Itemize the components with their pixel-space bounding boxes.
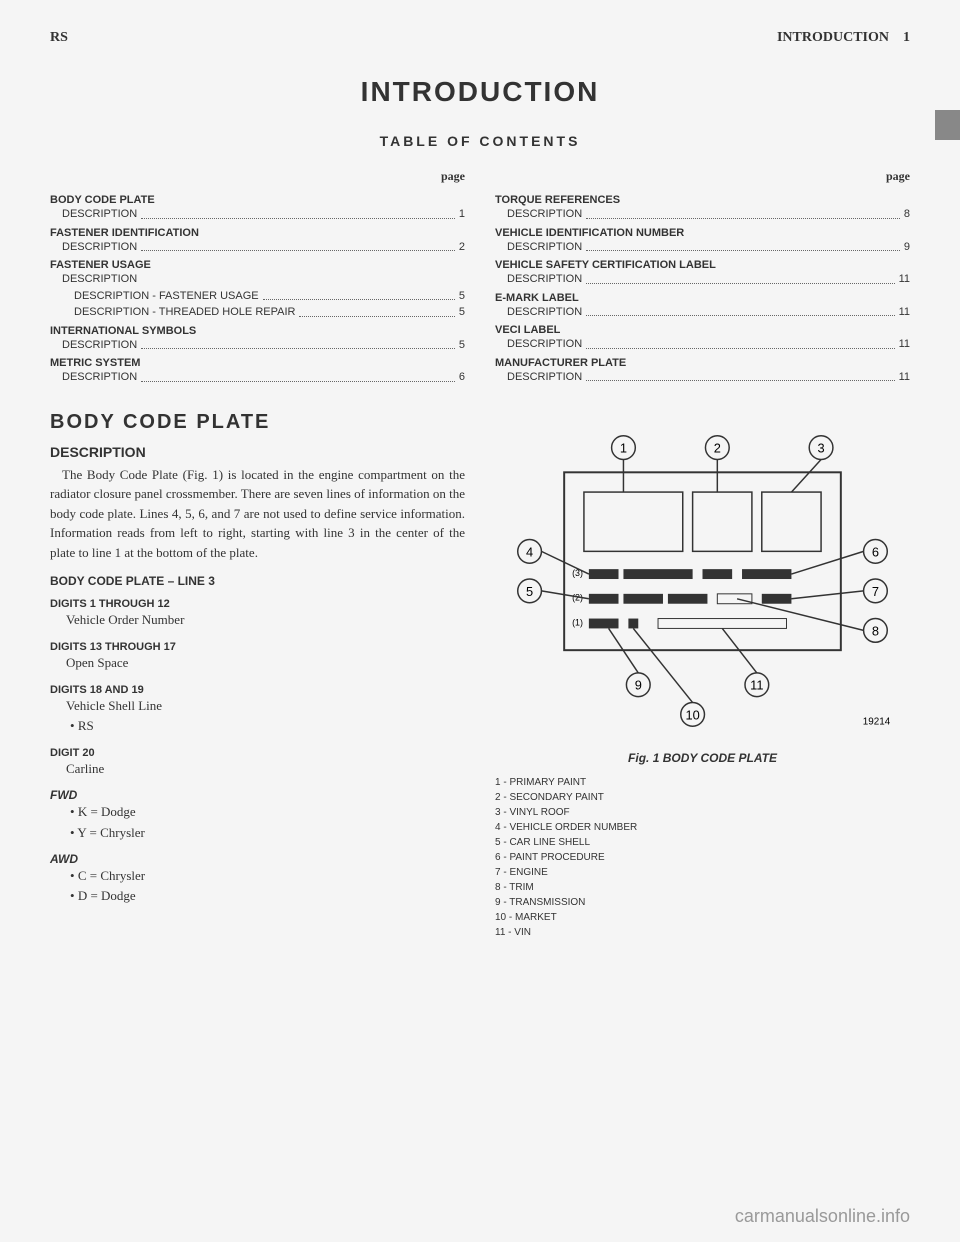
toc-section: E-MARK LABEL bbox=[495, 292, 910, 304]
toc-item: DESCRIPTION11 bbox=[495, 271, 910, 288]
legend-item: 11 - VIN bbox=[495, 925, 910, 940]
toc-item: DESCRIPTION9 bbox=[495, 239, 910, 256]
page-label-right: page bbox=[495, 169, 910, 184]
toc-section: VEHICLE IDENTIFICATION NUMBER bbox=[495, 227, 910, 239]
svg-text:4: 4 bbox=[526, 544, 533, 559]
toc-section: FASTENER IDENTIFICATION bbox=[50, 227, 465, 239]
diagram-id: 19214 bbox=[863, 716, 891, 727]
fwd-heading: FWD bbox=[50, 788, 465, 802]
thumb-tab bbox=[935, 110, 960, 140]
toc-item: DESCRIPTION bbox=[50, 271, 465, 288]
figure-container: (3) (2) (1) 1 2 bbox=[495, 421, 910, 940]
digit-value: Vehicle Shell Line bbox=[50, 696, 465, 717]
bullet-item: RS bbox=[50, 716, 465, 737]
toc-section: METRIC SYSTEM bbox=[50, 357, 465, 369]
svg-text:10: 10 bbox=[685, 707, 699, 722]
toc-title: TABLE OF CONTENTS bbox=[50, 133, 910, 149]
header-right: INTRODUCTION 1 bbox=[777, 30, 910, 46]
legend-item: 1 - PRIMARY PAINT bbox=[495, 775, 910, 790]
svg-text:(3): (3) bbox=[572, 568, 583, 578]
bullet-item: C = Chrysler bbox=[50, 866, 465, 887]
toc-item: DESCRIPTION - FASTENER USAGE5 bbox=[50, 288, 465, 305]
header-left: RS bbox=[50, 30, 68, 46]
toc-item: DESCRIPTION5 bbox=[50, 337, 465, 354]
svg-text:11: 11 bbox=[750, 677, 763, 692]
toc-section: MANUFACTURER PLATE bbox=[495, 357, 910, 369]
legend-item: 5 - CAR LINE SHELL bbox=[495, 835, 910, 850]
legend-item: 6 - PAINT PROCEDURE bbox=[495, 850, 910, 865]
content-container: BODY CODE PLATE DESCRIPTION The Body Cod… bbox=[50, 411, 910, 940]
figure-caption: Fig. 1 BODY CODE PLATE bbox=[495, 751, 910, 765]
svg-text:1: 1 bbox=[620, 440, 627, 455]
digit-value: Open Space bbox=[50, 653, 465, 674]
legend-item: 2 - SECONDARY PAINT bbox=[495, 790, 910, 805]
awd-heading: AWD bbox=[50, 852, 465, 866]
svg-text:3: 3 bbox=[818, 440, 825, 455]
toc-left-column: page BODY CODE PLATEDESCRIPTION1 FASTENER… bbox=[50, 169, 465, 386]
bullet-item: Y = Chrysler bbox=[50, 823, 465, 844]
digit-label: DIGITS 1 THROUGH 12 bbox=[50, 598, 465, 610]
body-paragraph: The Body Code Plate (Fig. 1) is located … bbox=[50, 465, 465, 563]
bullet-item: K = Dodge bbox=[50, 802, 465, 823]
watermark: carmanualsonline.info bbox=[735, 1206, 910, 1227]
page-label-left: page bbox=[50, 169, 465, 184]
left-column: BODY CODE PLATE DESCRIPTION The Body Cod… bbox=[50, 411, 465, 940]
toc-section: BODY CODE PLATE bbox=[50, 194, 465, 206]
svg-text:9: 9 bbox=[635, 677, 642, 692]
svg-text:6: 6 bbox=[872, 544, 879, 559]
svg-text:5: 5 bbox=[526, 583, 533, 598]
svg-text:8: 8 bbox=[872, 623, 879, 638]
digit-label: DIGIT 20 bbox=[50, 747, 465, 759]
page-title: INTRODUCTION bbox=[50, 76, 910, 108]
toc-item: DESCRIPTION11 bbox=[495, 304, 910, 321]
legend-item: 3 - VINYL ROOF bbox=[495, 805, 910, 820]
toc-item: DESCRIPTION1 bbox=[50, 206, 465, 223]
digit-label: DIGITS 13 THROUGH 17 bbox=[50, 641, 465, 653]
toc-section: FASTENER USAGE bbox=[50, 259, 465, 271]
subsection-title: DESCRIPTION bbox=[50, 444, 465, 460]
section-title: BODY CODE PLATE bbox=[50, 411, 465, 434]
svg-text:(1): (1) bbox=[572, 617, 583, 627]
digit-label: DIGITS 18 AND 19 bbox=[50, 684, 465, 696]
bullet-item: D = Dodge bbox=[50, 886, 465, 907]
toc-item: DESCRIPTION6 bbox=[50, 369, 465, 386]
toc-item: DESCRIPTION11 bbox=[495, 369, 910, 386]
legend-item: 9 - TRANSMISSION bbox=[495, 895, 910, 910]
legend-item: 7 - ENGINE bbox=[495, 865, 910, 880]
toc-item: DESCRIPTION2 bbox=[50, 239, 465, 256]
digit-value: Vehicle Order Number bbox=[50, 610, 465, 631]
toc-section: INTERNATIONAL SYMBOLS bbox=[50, 325, 465, 337]
toc-container: page BODY CODE PLATEDESCRIPTION1 FASTENER… bbox=[50, 169, 910, 386]
toc-section: VECI LABEL bbox=[495, 324, 910, 336]
page-header: RS INTRODUCTION 1 bbox=[50, 30, 910, 46]
line3-heading: BODY CODE PLATE – LINE 3 bbox=[50, 574, 465, 588]
digit-value: Carline bbox=[50, 759, 465, 780]
legend-item: 4 - VEHICLE ORDER NUMBER bbox=[495, 820, 910, 835]
toc-item: DESCRIPTION8 bbox=[495, 206, 910, 223]
right-column: (3) (2) (1) 1 2 bbox=[495, 411, 910, 940]
toc-item: DESCRIPTION - THREADED HOLE REPAIR5 bbox=[50, 304, 465, 321]
legend-item: 10 - MARKET bbox=[495, 910, 910, 925]
toc-section: TORQUE REFERENCES bbox=[495, 194, 910, 206]
svg-text:2: 2 bbox=[714, 440, 721, 455]
toc-item: DESCRIPTION11 bbox=[495, 336, 910, 353]
legend-item: 8 - TRIM bbox=[495, 880, 910, 895]
body-code-plate-diagram: (3) (2) (1) 1 2 bbox=[495, 421, 910, 741]
svg-text:7: 7 bbox=[872, 583, 879, 598]
toc-right-column: page TORQUE REFERENCESDESCRIPTION8 VEHICL… bbox=[495, 169, 910, 386]
toc-section: VEHICLE SAFETY CERTIFICATION LABEL bbox=[495, 259, 910, 271]
